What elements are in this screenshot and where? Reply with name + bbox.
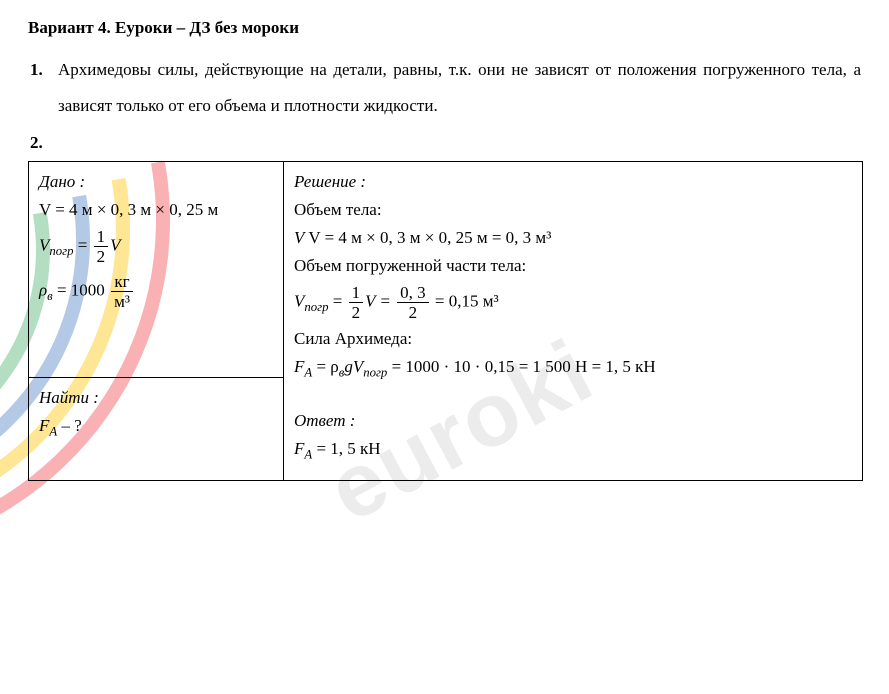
- sol-step2-label: Объем погруженной части тела:: [294, 256, 852, 276]
- answer-title: Ответ :: [294, 411, 852, 431]
- find-eq: FA – ?: [39, 416, 273, 439]
- find-title: Найти :: [39, 388, 273, 408]
- item-2-number: 2.: [30, 133, 861, 153]
- given-cell: Дано : V = 4 м × 0, 3 м × 0, 25 м Vпогр …: [29, 162, 284, 377]
- sol-step3-label: Сила Архимеда:: [294, 329, 852, 349]
- solution-cell: Решение : Объем тела: V V = 4 м × 0, 3 м…: [284, 162, 863, 481]
- given-eq-volume-dims: V = 4 м × 0, 3 м × 0, 25 м: [39, 200, 273, 220]
- answer-eq: FA = 1, 5 кН: [294, 439, 852, 462]
- given-eq-density: ρв = 1000 кгм³: [39, 273, 273, 310]
- page-header: Вариант 4. Еуроки – ДЗ без мороки: [28, 18, 861, 38]
- item-1-number: 1.: [30, 52, 52, 88]
- solution-title: Решение :: [294, 172, 852, 192]
- sol-step1-label: Объем тела:: [294, 200, 852, 220]
- item-1-text: Архимедовы силы, действующие на детали, …: [58, 60, 861, 115]
- given-eq-vpogr: Vпогр = 12V: [39, 228, 273, 265]
- given-title: Дано :: [39, 172, 273, 192]
- sol-step2-eq: Vпогр = 12V = 0, 32 = 0,15 м³: [294, 284, 852, 321]
- sol-step1-eq: V V = 4 м × 0, 3 м × 0, 25 м = 0, 3 м³: [294, 228, 852, 248]
- spacer: [294, 389, 852, 403]
- find-cell: Найти : FA – ?: [29, 377, 284, 481]
- sol-step3-eq: FA = ρвgVпогр = 1000 · 10 · 0,15 = 1 500…: [294, 357, 852, 380]
- solution-table: Дано : V = 4 м × 0, 3 м × 0, 25 м Vпогр …: [28, 161, 863, 481]
- answer-1: 1.Архимедовы силы, действующие на детали…: [58, 52, 861, 123]
